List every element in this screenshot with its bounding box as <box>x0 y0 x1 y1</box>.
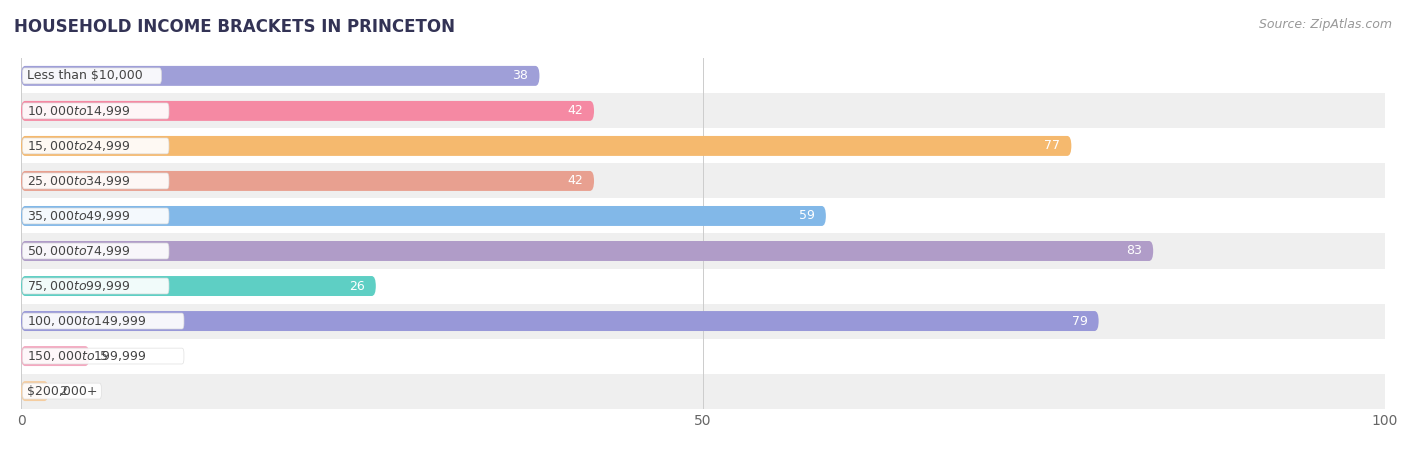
FancyBboxPatch shape <box>22 313 184 329</box>
Text: $25,000 to $34,999: $25,000 to $34,999 <box>27 174 129 188</box>
Text: Source: ZipAtlas.com: Source: ZipAtlas.com <box>1258 18 1392 31</box>
FancyBboxPatch shape <box>21 241 1153 261</box>
FancyBboxPatch shape <box>22 208 169 224</box>
Text: $10,000 to $14,999: $10,000 to $14,999 <box>27 104 129 118</box>
FancyBboxPatch shape <box>22 278 169 294</box>
Bar <box>21 198 1385 233</box>
FancyBboxPatch shape <box>22 68 162 84</box>
Bar <box>21 128 1385 163</box>
Text: 77: 77 <box>1045 140 1060 152</box>
Bar <box>21 58 1385 93</box>
Text: 79: 79 <box>1071 315 1088 327</box>
Text: 38: 38 <box>513 70 529 82</box>
FancyBboxPatch shape <box>21 276 375 296</box>
Bar <box>21 233 1385 269</box>
Text: $35,000 to $49,999: $35,000 to $49,999 <box>27 209 129 223</box>
Text: Less than $10,000: Less than $10,000 <box>27 70 142 82</box>
FancyBboxPatch shape <box>22 173 169 189</box>
FancyBboxPatch shape <box>21 381 48 401</box>
Text: $150,000 to $199,999: $150,000 to $199,999 <box>27 349 146 363</box>
Text: 83: 83 <box>1126 245 1142 257</box>
Text: 42: 42 <box>567 175 583 187</box>
FancyBboxPatch shape <box>21 206 825 226</box>
Text: 5: 5 <box>100 350 108 362</box>
Text: $15,000 to $24,999: $15,000 to $24,999 <box>27 139 129 153</box>
Text: HOUSEHOLD INCOME BRACKETS IN PRINCETON: HOUSEHOLD INCOME BRACKETS IN PRINCETON <box>14 18 456 36</box>
Text: 42: 42 <box>567 105 583 117</box>
Bar <box>21 339 1385 374</box>
Bar <box>21 93 1385 128</box>
Bar <box>21 163 1385 198</box>
FancyBboxPatch shape <box>21 311 1098 331</box>
FancyBboxPatch shape <box>21 66 540 86</box>
FancyBboxPatch shape <box>21 346 90 366</box>
FancyBboxPatch shape <box>22 138 169 154</box>
FancyBboxPatch shape <box>22 243 169 259</box>
Bar <box>21 374 1385 409</box>
FancyBboxPatch shape <box>21 101 593 121</box>
FancyBboxPatch shape <box>22 103 169 119</box>
FancyBboxPatch shape <box>21 136 1071 156</box>
Text: 59: 59 <box>799 210 815 222</box>
FancyBboxPatch shape <box>22 383 101 399</box>
Text: $100,000 to $149,999: $100,000 to $149,999 <box>27 314 146 328</box>
Text: 2: 2 <box>59 385 67 397</box>
Text: $50,000 to $74,999: $50,000 to $74,999 <box>27 244 129 258</box>
Bar <box>21 304 1385 339</box>
Text: 26: 26 <box>349 280 364 292</box>
FancyBboxPatch shape <box>22 348 184 364</box>
Text: $200,000+: $200,000+ <box>27 385 97 397</box>
FancyBboxPatch shape <box>21 171 593 191</box>
Bar <box>21 269 1385 304</box>
Text: $75,000 to $99,999: $75,000 to $99,999 <box>27 279 129 293</box>
